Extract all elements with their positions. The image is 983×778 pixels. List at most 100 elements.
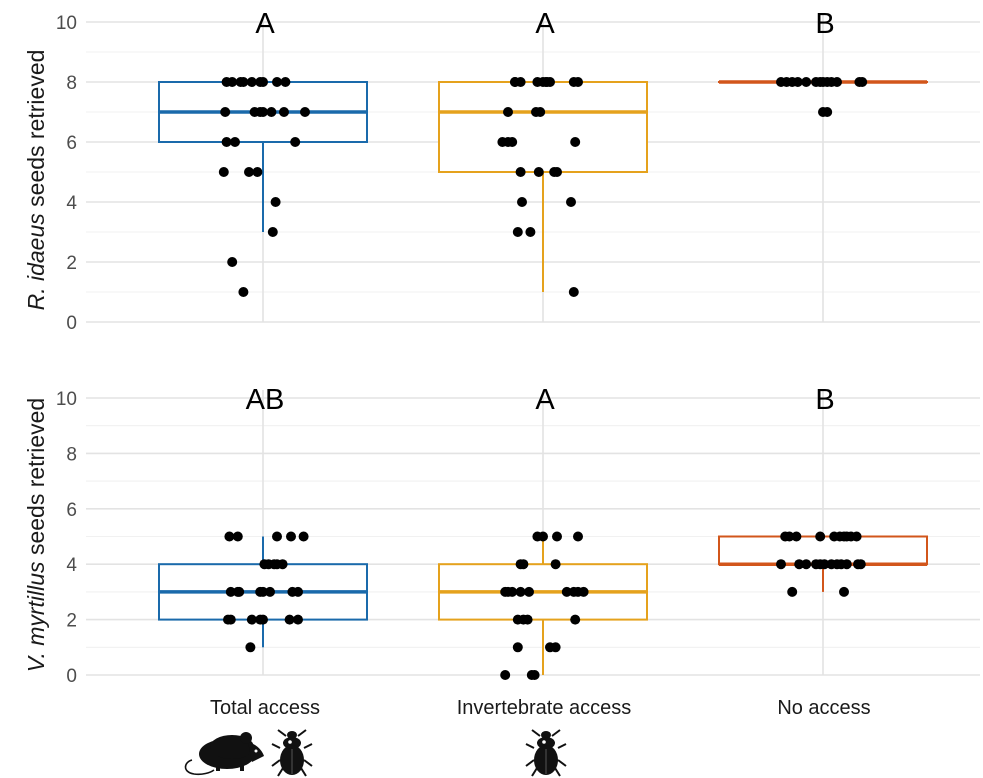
- data-point: [822, 107, 833, 117]
- data-point: [220, 107, 231, 117]
- data-point: [272, 531, 282, 542]
- data-point: [522, 614, 533, 625]
- data-point: [258, 614, 268, 625]
- data-point: [792, 77, 803, 87]
- data-point: [535, 107, 546, 117]
- mouse-icon: [184, 732, 264, 776]
- data-point: [573, 531, 583, 542]
- data-point: [545, 77, 555, 87]
- y-axis-suffix: seeds retrieved: [23, 50, 49, 214]
- data-point: [238, 77, 249, 87]
- data-point: [524, 586, 534, 597]
- data-point: [512, 642, 523, 653]
- data-point: [238, 287, 249, 297]
- data-point: [550, 559, 561, 570]
- box-invertebrate-access: [438, 536, 648, 675]
- y-tick-label: 8: [66, 73, 77, 94]
- data-point: [267, 227, 278, 237]
- y-axis-species: R. idaeus: [23, 213, 49, 311]
- data-point: [552, 167, 562, 177]
- data-point: [286, 531, 296, 542]
- data-point: [791, 531, 802, 542]
- data-point: [573, 77, 583, 87]
- data-point: [525, 227, 536, 237]
- data-point: [570, 614, 581, 625]
- data-point: [258, 77, 268, 87]
- data-point: [232, 531, 243, 542]
- data-point: [841, 559, 852, 570]
- data-point: [290, 137, 301, 147]
- significance-letter: A: [535, 8, 555, 40]
- data-point: [225, 614, 236, 625]
- data-point: [258, 586, 268, 597]
- significance-letter: AB: [246, 384, 285, 416]
- data-point: [246, 614, 257, 625]
- data-point: [221, 137, 232, 147]
- y-tick-label: 10: [56, 389, 77, 410]
- data-point: [507, 586, 518, 597]
- significance-letter: B: [815, 8, 834, 40]
- data-point: [252, 167, 263, 177]
- significance-letter: A: [535, 384, 555, 416]
- data-point: [518, 559, 529, 570]
- y-tick-label: 8: [66, 444, 77, 465]
- data-point: [512, 227, 523, 237]
- data-point: [538, 531, 548, 542]
- data-point: [515, 586, 526, 597]
- y-tick-label: 4: [66, 555, 77, 576]
- data-point: [515, 167, 526, 177]
- x-category-label-invertebrate: Invertebrate access: [457, 697, 632, 719]
- y-tick-label: 2: [66, 253, 77, 274]
- data-point: [265, 586, 275, 597]
- data-point: [280, 77, 291, 87]
- beetle-icon: [271, 729, 313, 777]
- data-point: [227, 77, 238, 87]
- data-point: [230, 137, 240, 147]
- data-point: [839, 586, 849, 597]
- data-point: [815, 531, 826, 542]
- data-point: [245, 642, 256, 653]
- y-tick-label: 0: [66, 313, 77, 334]
- data-point: [550, 642, 561, 653]
- x-category-label-none: No access: [777, 697, 870, 719]
- y-tick-label: 0: [66, 666, 77, 687]
- data-point: [566, 197, 576, 207]
- data-point: [293, 614, 303, 625]
- data-point: [819, 559, 830, 570]
- data-point: [855, 559, 866, 570]
- significance-letter: B: [815, 384, 834, 416]
- y-tick-label: 10: [56, 13, 77, 34]
- data-point: [578, 586, 589, 597]
- data-point: [515, 77, 526, 87]
- beetle-icon: [525, 729, 567, 777]
- data-point: [857, 77, 868, 87]
- data-point: [218, 167, 229, 177]
- data-point: [270, 197, 281, 207]
- data-point: [801, 77, 812, 87]
- x-category-label-total: Total access: [210, 697, 320, 719]
- data-point: [244, 167, 254, 177]
- data-point: [503, 107, 513, 117]
- data-point: [776, 559, 786, 570]
- data-point: [561, 586, 572, 597]
- data-point: [517, 197, 527, 207]
- data-point: [300, 107, 310, 117]
- data-point: [293, 586, 303, 597]
- y-axis-label: R. idaeus seeds retrieved: [23, 50, 49, 311]
- data-point: [552, 531, 562, 542]
- y-tick-label: 6: [66, 500, 77, 521]
- y-tick-label: 2: [66, 611, 77, 632]
- data-point: [570, 137, 581, 147]
- data-point: [794, 559, 805, 570]
- data-point: [277, 559, 288, 570]
- y-axis-suffix: seeds retrieved: [23, 398, 49, 562]
- data-point: [500, 670, 511, 680]
- data-point: [832, 77, 842, 87]
- data-point: [284, 614, 295, 625]
- box-body: [438, 81, 648, 173]
- data-point: [227, 257, 238, 267]
- data-point: [279, 107, 289, 117]
- data-point: [801, 559, 812, 570]
